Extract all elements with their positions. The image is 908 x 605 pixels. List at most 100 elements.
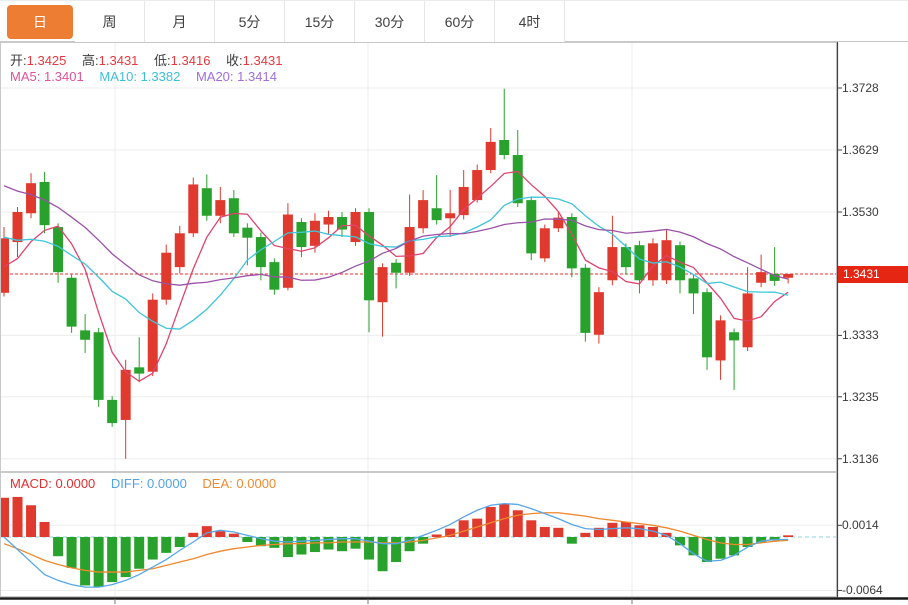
candle-body bbox=[12, 212, 23, 243]
dea-value: 0.0000 bbox=[236, 476, 277, 491]
tab-15min[interactable]: 15分 bbox=[285, 1, 355, 42]
high-value: 1.3431 bbox=[98, 53, 139, 68]
macd-bar bbox=[391, 537, 402, 563]
macd-bar bbox=[377, 537, 388, 572]
macd-bar bbox=[539, 526, 550, 537]
candle-body bbox=[783, 274, 794, 278]
candle-body bbox=[499, 139, 510, 156]
main-panel-border bbox=[0, 42, 837, 472]
macd-bar bbox=[93, 537, 104, 588]
macd-bar bbox=[404, 537, 415, 552]
ma5-value: 1.3401 bbox=[43, 69, 84, 84]
candle-body bbox=[634, 245, 645, 281]
candle-body bbox=[512, 155, 523, 204]
macd-bar bbox=[593, 527, 604, 537]
candle-body bbox=[93, 332, 104, 400]
low-value: 1.3416 bbox=[170, 53, 211, 68]
price-tick-label: 1.3629 bbox=[842, 143, 879, 157]
candle-body bbox=[553, 217, 564, 229]
ma-info-line: MA5: 1.3401 MA10: 1.3382 MA20: 1.3414 bbox=[10, 69, 277, 84]
macd-bar bbox=[215, 531, 226, 537]
macd-bar bbox=[174, 537, 185, 548]
candle-body bbox=[282, 214, 293, 288]
candle-body bbox=[580, 267, 591, 333]
ma20-label: MA20: bbox=[195, 69, 234, 84]
macd-bar bbox=[309, 537, 320, 553]
candle-body bbox=[53, 227, 64, 273]
candle-body bbox=[377, 267, 388, 303]
macd-bar bbox=[350, 537, 361, 549]
macd-bar bbox=[269, 537, 280, 548]
tab-30min[interactable]: 30分 bbox=[355, 1, 425, 42]
macd-bar bbox=[458, 520, 469, 537]
tab-day[interactable]: 日 bbox=[7, 5, 73, 39]
macd-bar bbox=[66, 537, 77, 568]
macd-bar bbox=[228, 533, 239, 537]
macd-panel-border bbox=[0, 472, 837, 597]
macd-bar bbox=[729, 537, 740, 556]
candle-body bbox=[80, 330, 91, 340]
ma10-line bbox=[3, 196, 789, 330]
macd-bar bbox=[512, 510, 523, 537]
macd-bar bbox=[255, 537, 266, 547]
candle-body bbox=[201, 188, 212, 216]
candle-body bbox=[120, 369, 131, 420]
candle-body bbox=[337, 217, 347, 230]
candle-body bbox=[309, 220, 320, 246]
macd-bar bbox=[499, 503, 510, 537]
tab-4hour[interactable]: 4时 bbox=[495, 1, 565, 42]
tab-week[interactable]: 周 bbox=[75, 1, 145, 42]
tab-month[interactable]: 月 bbox=[145, 1, 215, 42]
low-label: 低: bbox=[154, 53, 171, 68]
candle-body bbox=[769, 274, 780, 281]
macd-tick-label: -0.0064 bbox=[842, 583, 883, 598]
macd-bar bbox=[580, 532, 591, 537]
candle-body bbox=[418, 200, 429, 229]
price-tick-label: 1.3728 bbox=[842, 81, 879, 95]
timeframe-tabbar: 日 周 月 5分 15分 30分 60分 4时 bbox=[0, 0, 908, 42]
dea-label: DEA: bbox=[202, 476, 233, 491]
macd-bar bbox=[715, 537, 726, 559]
macd-info-line: MACD: 0.0000 DIFF: 0.0000 DEA: 0.0000 bbox=[10, 476, 276, 491]
candle-body bbox=[715, 320, 726, 361]
ma5-label: MA5: bbox=[10, 69, 41, 84]
price-tick-label: 1.3235 bbox=[842, 389, 879, 404]
candle-body bbox=[431, 208, 442, 221]
macd-bar bbox=[688, 537, 699, 556]
candle-body bbox=[296, 222, 307, 248]
close-value: 1.3431 bbox=[242, 53, 283, 68]
macd-bar bbox=[634, 525, 645, 537]
candle-body bbox=[215, 200, 226, 216]
candle-body bbox=[134, 367, 145, 374]
macd-bar bbox=[188, 532, 199, 537]
candle-body bbox=[593, 292, 604, 335]
candle-body bbox=[39, 181, 50, 226]
ma20-value: 1.3414 bbox=[237, 69, 277, 84]
macd-bar bbox=[647, 526, 658, 537]
macd-bar bbox=[161, 537, 172, 553]
macd-bar bbox=[485, 506, 496, 537]
candle-body bbox=[458, 186, 469, 216]
tab-5min[interactable]: 5分 bbox=[215, 1, 285, 42]
ma10-value: 1.3382 bbox=[140, 69, 181, 84]
macd-bar bbox=[675, 537, 685, 546]
candle-body bbox=[391, 262, 402, 273]
macd-bar bbox=[296, 537, 307, 555]
macd-label: MACD: bbox=[10, 476, 52, 491]
candle-body bbox=[147, 299, 158, 372]
macd-bar bbox=[282, 537, 293, 558]
candle-body bbox=[228, 198, 239, 234]
macd-bar bbox=[120, 537, 131, 578]
tab-60min[interactable]: 60分 bbox=[425, 1, 495, 42]
candle-body bbox=[526, 200, 537, 254]
macd-bar bbox=[445, 528, 456, 537]
candle-body bbox=[161, 252, 172, 300]
candle-body bbox=[607, 247, 618, 281]
macd-bar bbox=[742, 537, 753, 548]
macd-bar bbox=[12, 496, 23, 537]
diff-label: DIFF: bbox=[110, 476, 144, 491]
ohlc-info-line: 开:1.3425 高:1.3431 低:1.3416 收:1.3431 bbox=[10, 50, 282, 69]
diff-line bbox=[3, 502, 789, 588]
